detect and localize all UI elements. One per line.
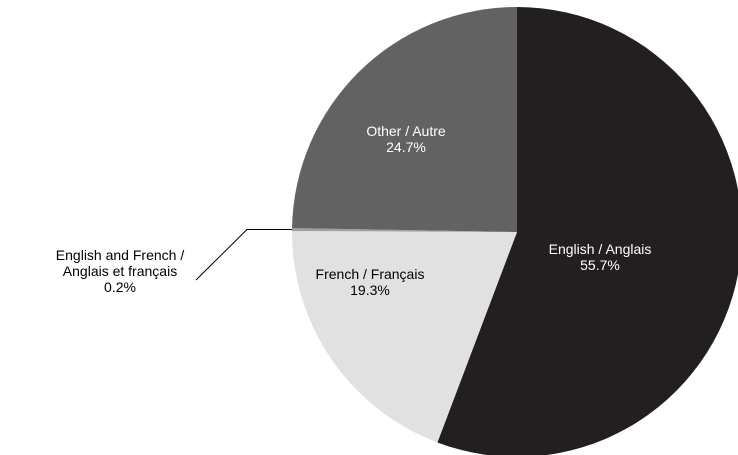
pie-slice: [292, 228, 517, 232]
category-label: Other / Autre: [366, 123, 446, 139]
leader-line: [195, 229, 293, 281]
category-label-part: English and French /: [56, 247, 185, 263]
value-label: 0.2%: [104, 279, 136, 295]
pie-slice: [292, 230, 517, 443]
pie-slice: [292, 7, 517, 232]
category-label: French / Français: [316, 266, 425, 282]
category-label: English / Anglais: [549, 241, 652, 257]
value-label: 55.7%: [580, 257, 620, 273]
slice-label: Other / Autre 24.7%: [366, 123, 446, 155]
category-label-part: Anglais et français: [63, 263, 177, 279]
slice-label: English and French / Anglais et français 0…: [56, 247, 185, 295]
category-label: English and French / Anglais et français: [56, 247, 185, 279]
pie-slice: [437, 7, 738, 455]
value-label: 24.7%: [386, 139, 426, 155]
value-label: 19.3%: [350, 282, 390, 298]
slice-label: French / Français 19.3%: [316, 266, 425, 298]
slice-label: English / Anglais 55.7%: [549, 241, 652, 273]
